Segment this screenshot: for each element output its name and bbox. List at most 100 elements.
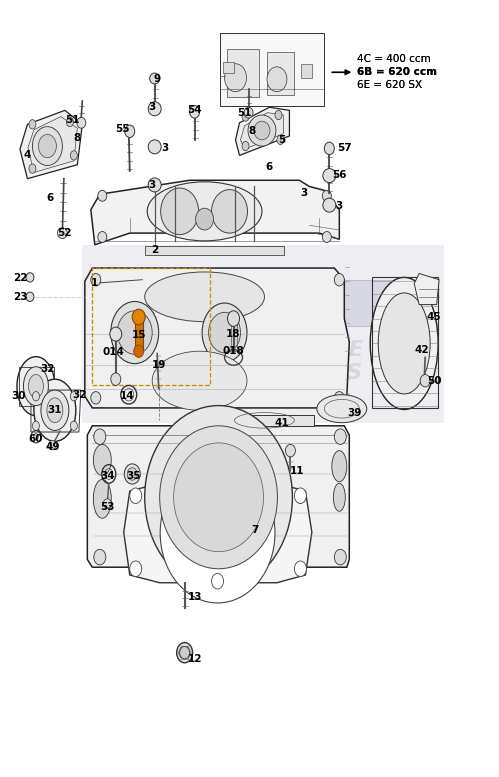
Ellipse shape bbox=[248, 115, 276, 146]
Text: 60: 60 bbox=[28, 434, 43, 444]
Text: 1: 1 bbox=[91, 278, 98, 287]
Ellipse shape bbox=[323, 198, 336, 212]
Ellipse shape bbox=[332, 451, 347, 482]
Ellipse shape bbox=[98, 232, 107, 242]
Ellipse shape bbox=[70, 151, 77, 160]
Ellipse shape bbox=[48, 441, 56, 450]
Ellipse shape bbox=[127, 468, 137, 480]
Text: 53: 53 bbox=[100, 502, 115, 511]
Text: 2: 2 bbox=[151, 246, 158, 255]
Ellipse shape bbox=[130, 561, 142, 577]
Bar bbox=[223, 62, 234, 73]
Polygon shape bbox=[85, 268, 349, 420]
Ellipse shape bbox=[378, 293, 430, 394]
Ellipse shape bbox=[145, 272, 264, 322]
Ellipse shape bbox=[190, 106, 200, 118]
Ellipse shape bbox=[111, 301, 159, 364]
Polygon shape bbox=[236, 107, 289, 155]
Polygon shape bbox=[91, 180, 339, 245]
Polygon shape bbox=[124, 483, 312, 583]
Bar bbox=[145, 246, 284, 255]
Bar bbox=[227, 49, 259, 97]
Ellipse shape bbox=[161, 188, 199, 235]
Text: 12: 12 bbox=[187, 654, 202, 664]
Polygon shape bbox=[20, 110, 82, 179]
Ellipse shape bbox=[70, 421, 77, 430]
Ellipse shape bbox=[242, 141, 249, 151]
Ellipse shape bbox=[32, 127, 62, 166]
Text: 34: 34 bbox=[100, 471, 115, 480]
Ellipse shape bbox=[209, 312, 241, 353]
FancyBboxPatch shape bbox=[236, 280, 408, 326]
Text: 8: 8 bbox=[74, 134, 81, 143]
Text: 7: 7 bbox=[251, 525, 258, 535]
Text: 57: 57 bbox=[337, 143, 352, 152]
Ellipse shape bbox=[267, 67, 287, 92]
Text: 49: 49 bbox=[45, 442, 60, 451]
Ellipse shape bbox=[177, 643, 193, 663]
Bar bbox=[215, 415, 314, 426]
Polygon shape bbox=[414, 274, 439, 305]
Ellipse shape bbox=[91, 392, 101, 404]
Text: 15: 15 bbox=[131, 330, 146, 340]
Ellipse shape bbox=[147, 182, 262, 241]
Ellipse shape bbox=[148, 102, 161, 116]
Bar bbox=[82, 245, 444, 423]
Ellipse shape bbox=[254, 121, 270, 140]
Text: 6B = 620 ccm: 6B = 620 ccm bbox=[357, 68, 437, 77]
Text: 6: 6 bbox=[266, 162, 273, 172]
Ellipse shape bbox=[130, 488, 142, 503]
Ellipse shape bbox=[57, 228, 67, 239]
Ellipse shape bbox=[202, 303, 247, 362]
Ellipse shape bbox=[110, 327, 122, 341]
Ellipse shape bbox=[29, 164, 36, 173]
Ellipse shape bbox=[334, 429, 346, 444]
Ellipse shape bbox=[333, 483, 345, 511]
Text: 014: 014 bbox=[103, 347, 125, 357]
Ellipse shape bbox=[334, 549, 346, 565]
Ellipse shape bbox=[212, 477, 224, 493]
Ellipse shape bbox=[132, 309, 145, 325]
Ellipse shape bbox=[225, 64, 247, 92]
Text: 32: 32 bbox=[72, 390, 87, 399]
Ellipse shape bbox=[34, 379, 76, 441]
Ellipse shape bbox=[180, 646, 190, 659]
Polygon shape bbox=[28, 117, 77, 172]
Ellipse shape bbox=[28, 375, 43, 398]
Ellipse shape bbox=[294, 561, 306, 577]
Text: 9: 9 bbox=[154, 75, 161, 84]
Ellipse shape bbox=[94, 549, 106, 565]
Ellipse shape bbox=[322, 190, 331, 201]
Ellipse shape bbox=[212, 573, 224, 589]
Ellipse shape bbox=[148, 140, 161, 154]
Text: 3: 3 bbox=[336, 201, 343, 211]
Polygon shape bbox=[241, 113, 283, 149]
Ellipse shape bbox=[98, 190, 107, 201]
Ellipse shape bbox=[117, 311, 152, 354]
Ellipse shape bbox=[150, 73, 160, 84]
Bar bbox=[220, 33, 324, 106]
Ellipse shape bbox=[17, 357, 55, 416]
Text: 8: 8 bbox=[249, 126, 255, 135]
Ellipse shape bbox=[70, 392, 77, 401]
Ellipse shape bbox=[285, 444, 295, 457]
Polygon shape bbox=[87, 426, 349, 567]
Ellipse shape bbox=[212, 190, 248, 233]
Ellipse shape bbox=[242, 112, 249, 121]
Ellipse shape bbox=[160, 426, 277, 569]
Text: 39: 39 bbox=[347, 409, 361, 418]
Ellipse shape bbox=[317, 395, 367, 423]
Text: 52: 52 bbox=[57, 228, 72, 238]
Ellipse shape bbox=[26, 292, 34, 301]
Text: 3: 3 bbox=[149, 180, 156, 190]
Text: MSB: MSB bbox=[125, 344, 170, 363]
Ellipse shape bbox=[125, 125, 135, 138]
Ellipse shape bbox=[77, 117, 86, 128]
Ellipse shape bbox=[91, 274, 101, 286]
Ellipse shape bbox=[93, 479, 111, 518]
Text: 23: 23 bbox=[12, 292, 27, 301]
Ellipse shape bbox=[124, 464, 140, 484]
Text: 22: 22 bbox=[12, 274, 27, 283]
Text: 41: 41 bbox=[274, 419, 289, 428]
Ellipse shape bbox=[41, 390, 69, 430]
